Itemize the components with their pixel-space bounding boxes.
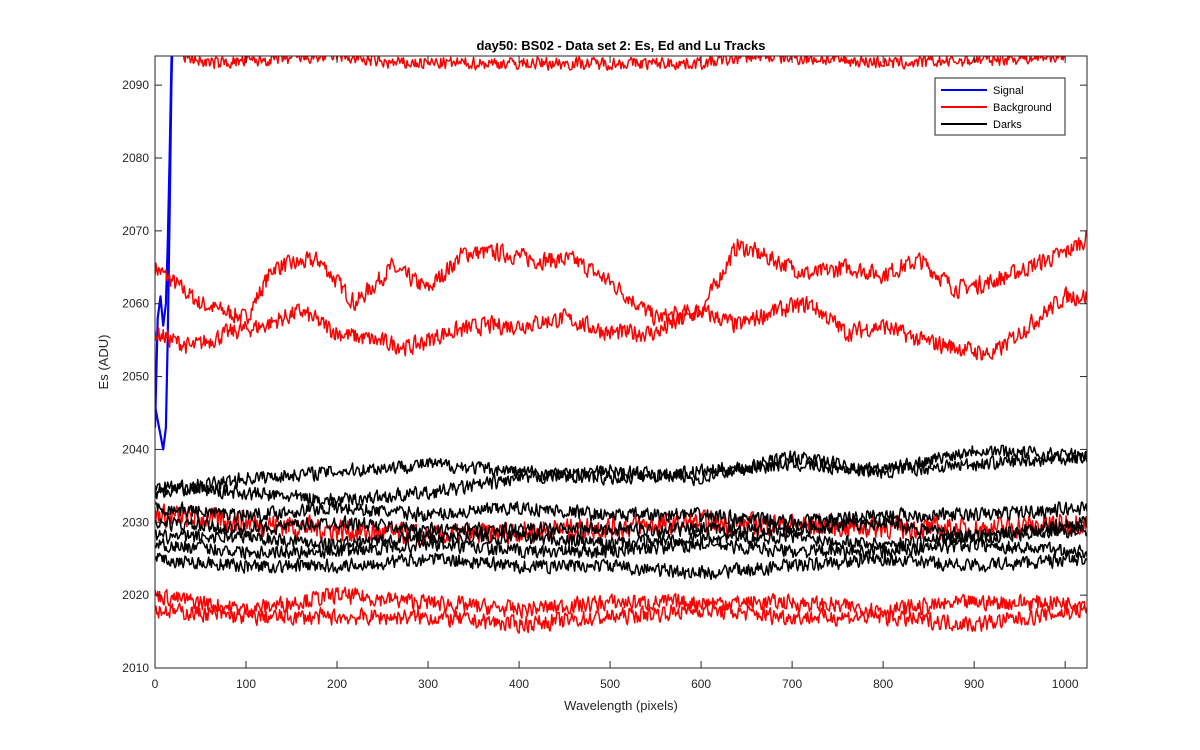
legend: Signal Background Darks [934,77,1066,136]
series-line-background-7 [182,56,1065,71]
x-axis-label: Wavelength (pixels) [564,698,678,713]
legend-label-signal: Signal [993,85,1024,97]
y-tick-label: 2030 [122,515,149,529]
plot-area [155,56,1087,668]
series-line-background-2 [155,230,1087,326]
series-line-background-6 [155,602,1087,634]
y-tick-label: 2070 [122,224,149,238]
y-axis-label: Es (ADU) [96,335,111,390]
series-line-darks-8 [155,450,1087,500]
x-tick-label: 800 [873,677,893,691]
x-tick-label: 900 [964,677,984,691]
series-line-signal-1 [155,56,174,451]
x-tick-label: 300 [418,677,438,691]
x-tick-label: 400 [509,677,529,691]
legend-label-background: Background [993,102,1052,114]
series-line-darks-14 [155,551,1087,581]
y-tick-label: 2010 [122,661,149,675]
x-tick-label: 0 [152,677,159,691]
series-line-darks-10 [155,500,1087,529]
y-tick-label: 2050 [122,370,149,384]
series-line-background-5 [155,586,1087,620]
y-tick-label: 2060 [122,297,149,311]
series-layer [155,56,1087,634]
legend-label-darks: Darks [993,119,1022,131]
x-tick-label: 100 [236,677,256,691]
x-tick-label: 700 [782,677,802,691]
x-tick-label: 500 [600,677,620,691]
axes-layer: 0 100 200 300 400 500 600 700 800 900 1000 2010 2020… [122,55,1088,691]
series-line-darks-12 [155,523,1087,552]
chart-title: day50: BS02 - Data set 2: Es, Ed and Lu … [476,38,765,53]
x-tick-label: 600 [691,677,711,691]
y-tick-label: 2040 [122,442,149,456]
axes-box [154,55,1088,669]
y-tick-label: 2080 [122,151,149,165]
x-tick-label: 200 [327,677,347,691]
series-line-darks-9 [155,444,1087,507]
x-tick-label: 1000 [1052,677,1079,691]
series-line-background-3 [155,286,1087,361]
series-line-darks-11 [155,515,1087,543]
y-tick-label: 2020 [122,588,149,602]
y-tick-label: 2090 [122,78,149,92]
series-line-darks-13 [155,536,1087,561]
